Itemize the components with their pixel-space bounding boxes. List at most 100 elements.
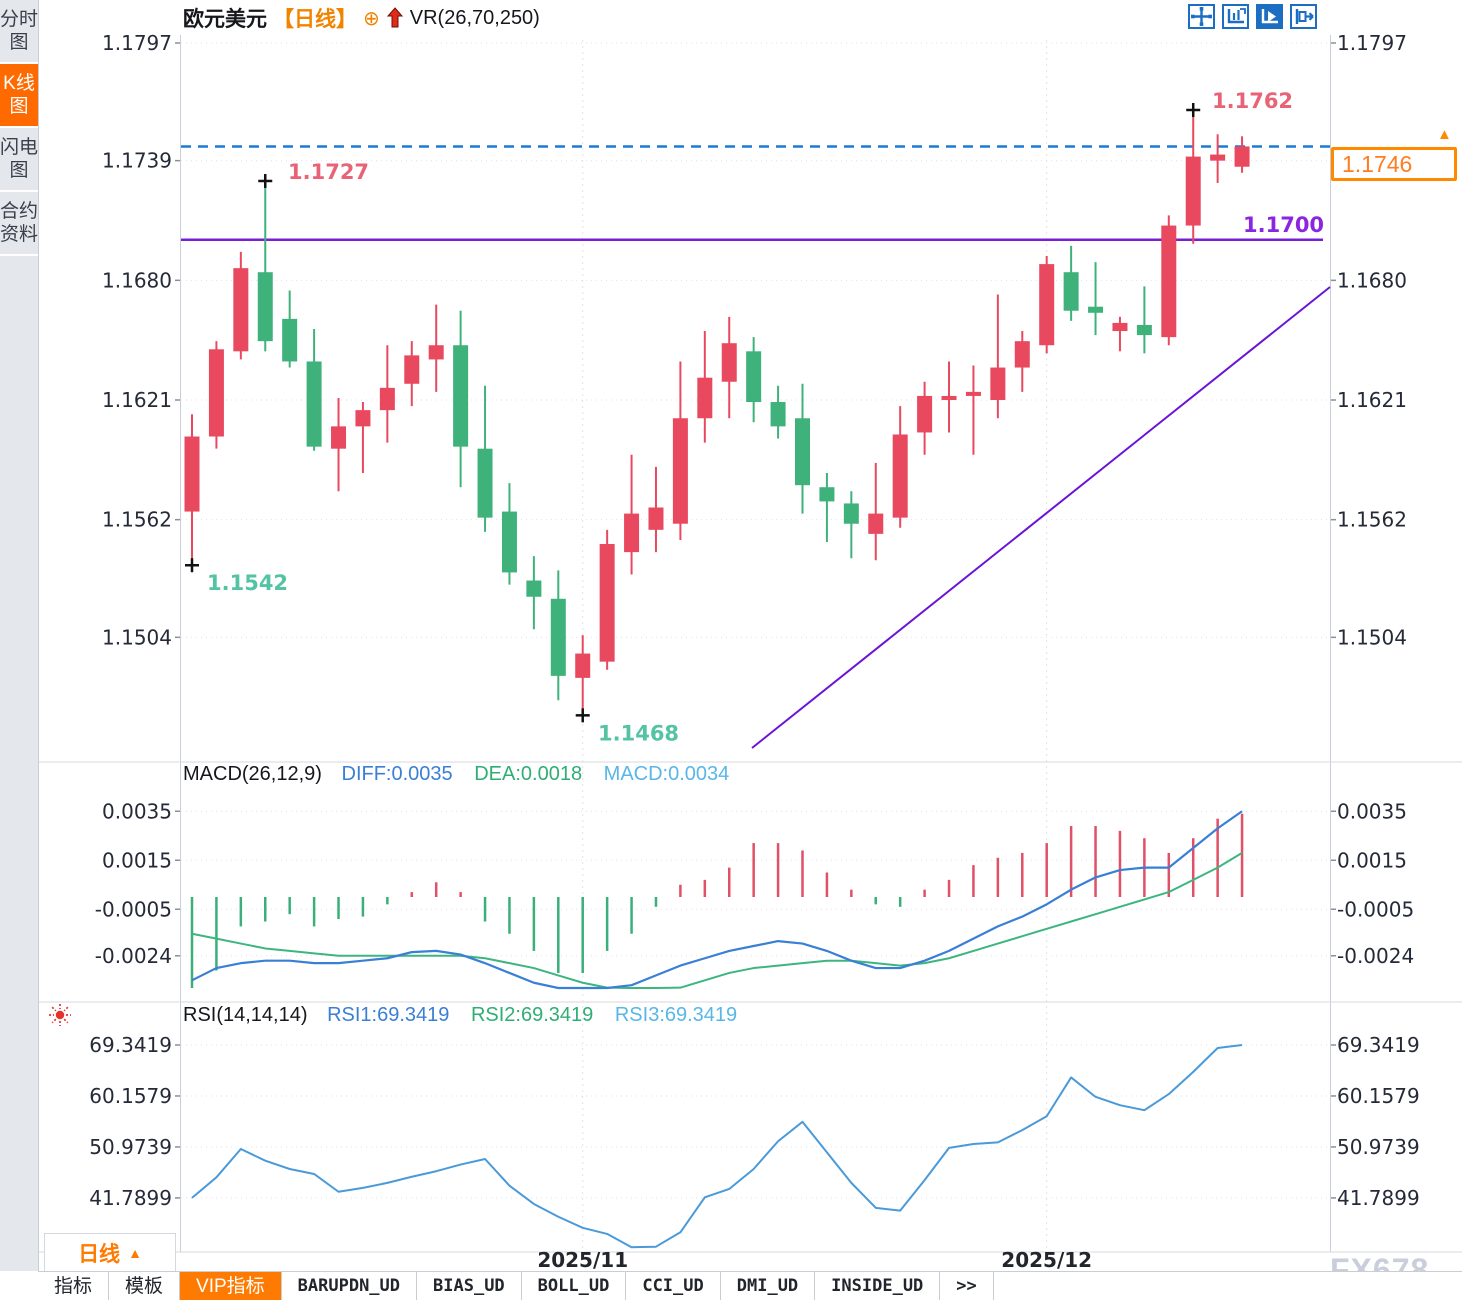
red-up-arrow-icon	[386, 7, 403, 28]
candle[interactable]	[697, 377, 713, 419]
candle[interactable]	[1039, 264, 1055, 346]
indicator-tab-bar: 指标 模板 VIP指标 BARUPDN_UD BIAS_UD BOLL_UD CCI_UD D…	[38, 1271, 1462, 1300]
candle[interactable]	[428, 345, 444, 360]
macd-params[interactable]: MACD(26,12,9)	[183, 763, 322, 785]
price-axis-label-right: 1.1680	[1337, 268, 1407, 292]
bottom-tab-模板[interactable]: 模板	[109, 1272, 181, 1300]
candle[interactable]	[1088, 306, 1104, 313]
candle[interactable]	[550, 598, 566, 676]
rsi-axis-label-left: 41.7899	[89, 1186, 172, 1210]
candle[interactable]	[501, 511, 517, 573]
candle[interactable]	[233, 268, 249, 352]
candle[interactable]	[1185, 156, 1201, 226]
macd-axis-label-right: 0.0015	[1337, 848, 1407, 872]
price-axis-label-left: 1.1504	[102, 625, 172, 649]
candle[interactable]	[526, 580, 542, 597]
bottom-tab-VIP指标[interactable]: VIP指标	[180, 1272, 282, 1300]
pan-crosshair-icon[interactable]	[1188, 4, 1215, 29]
candle[interactable]	[404, 355, 420, 384]
candle[interactable]	[1210, 154, 1226, 161]
rsi-axis-label-right: 69.3419	[1337, 1033, 1420, 1057]
candle[interactable]	[599, 544, 615, 662]
rsi-line	[191, 1044, 1243, 1249]
circle-plus-icon[interactable]: ⊕	[363, 7, 380, 30]
price-axis-label-left: 1.1562	[102, 508, 172, 532]
candle[interactable]	[208, 349, 224, 437]
price-axis-label-right: 1.1797	[1337, 31, 1407, 55]
candle[interactable]	[746, 351, 762, 403]
candle[interactable]	[1161, 225, 1177, 338]
candle[interactable]	[575, 653, 591, 678]
macd-diff-value: DIFF:0.0035	[341, 763, 453, 785]
candle[interactable]	[453, 345, 469, 447]
macd-dea-line	[191, 852, 1243, 989]
candle[interactable]	[331, 426, 347, 449]
candle[interactable]	[721, 343, 737, 382]
macd-value: MACD:0.0034	[603, 763, 730, 785]
bottom-tab-DMI_UD[interactable]: DMI_UD	[721, 1272, 816, 1300]
sidebar-tab-time-chart[interactable]: 分时图	[0, 0, 38, 64]
price-axis-label-left: 1.1621	[102, 388, 172, 412]
x-axis-month-label: 2025/11	[537, 1248, 628, 1272]
candle[interactable]	[819, 487, 835, 502]
candle[interactable]	[257, 272, 273, 342]
candle[interactable]	[917, 395, 933, 433]
period-label: 日线	[78, 1242, 121, 1266]
rsi2-value: RSI2:69.3419	[470, 1004, 594, 1026]
candle[interactable]	[355, 410, 371, 427]
price-axis-label-left: 1.1739	[102, 149, 172, 173]
swing-high-annotation: 1.1727	[288, 160, 369, 184]
candle[interactable]	[648, 507, 664, 530]
candle[interactable]	[892, 434, 908, 518]
sidebar-tab-flash-chart[interactable]: 闪电图	[0, 128, 38, 192]
candle[interactable]	[1136, 324, 1152, 336]
bottom-tab-BIAS_UD[interactable]: BIAS_UD	[417, 1272, 522, 1300]
overlay-indicator-label[interactable]: VR(26,70,250)	[409, 6, 540, 29]
current-price-box[interactable]: 1.1746	[1331, 147, 1457, 181]
macd-header: MACD(26,12,9) DIFF:0.0035 DEA:0.0018 MAC…	[183, 763, 729, 786]
period-tag[interactable]: 【日线】	[273, 8, 357, 31]
bottom-tab-指标[interactable]: 指标	[38, 1272, 110, 1300]
collapse-right-icon[interactable]	[1290, 4, 1317, 29]
bottom-tab-BARUPDN_UD[interactable]: BARUPDN_UD	[282, 1272, 418, 1300]
candle[interactable]	[672, 418, 688, 524]
candle[interactable]	[1063, 272, 1079, 311]
candle[interactable]	[990, 367, 1006, 400]
candle[interactable]	[1234, 146, 1250, 167]
candle[interactable]	[624, 513, 640, 553]
period-dropdown-button[interactable]: 日线 ▲	[44, 1233, 176, 1272]
candle[interactable]	[795, 418, 810, 486]
bottom-tab->>[interactable]: >>	[940, 1272, 994, 1300]
candle[interactable]	[1014, 341, 1030, 368]
price-axis-label-right: 1.1562	[1337, 508, 1407, 532]
price-up-marker-icon: ▲	[1437, 126, 1452, 143]
rsi-params[interactable]: RSI(14,14,14)	[183, 1004, 308, 1026]
candle[interactable]	[1112, 322, 1128, 332]
candle[interactable]	[379, 387, 395, 411]
candle[interactable]	[965, 391, 981, 396]
candle[interactable]	[477, 448, 493, 518]
bottom-tab-BOLL_UD[interactable]: BOLL_UD	[522, 1272, 627, 1300]
sidebar-tab-kline-chart[interactable]: K线图	[0, 64, 38, 128]
swing-low-annotation: 1.1542	[207, 571, 288, 595]
price-axis-label-right: 1.1504	[1337, 625, 1407, 649]
macd-axis-label-left: 0.0015	[102, 848, 172, 872]
bottom-tab-INSIDE_UD[interactable]: INSIDE_UD	[815, 1272, 941, 1300]
candle[interactable]	[282, 318, 298, 362]
candle[interactable]	[843, 503, 859, 524]
axis-scale-icon[interactable]	[1222, 4, 1249, 29]
axis-play-icon[interactable]	[1256, 4, 1283, 29]
indicator-settings-sun-icon[interactable]	[48, 1003, 72, 1027]
candle[interactable]	[941, 395, 957, 400]
sidebar-tab-contract-info[interactable]: 合约资料	[0, 192, 38, 256]
candle[interactable]	[306, 361, 322, 447]
candle[interactable]	[184, 436, 200, 512]
macd-axis-label-right: -0.0024	[1337, 944, 1414, 968]
swing-low-annotation: 1.1468	[598, 721, 679, 745]
candle[interactable]	[868, 513, 884, 534]
chart-title-bar: 欧元美元 【日线】 ⊕ VR(26,70,250)	[183, 5, 540, 32]
current-price-value: 1.1746	[1342, 150, 1413, 177]
macd-diff-line	[191, 810, 1243, 990]
candle[interactable]	[770, 402, 786, 427]
bottom-tab-CCI_UD[interactable]: CCI_UD	[626, 1272, 721, 1300]
